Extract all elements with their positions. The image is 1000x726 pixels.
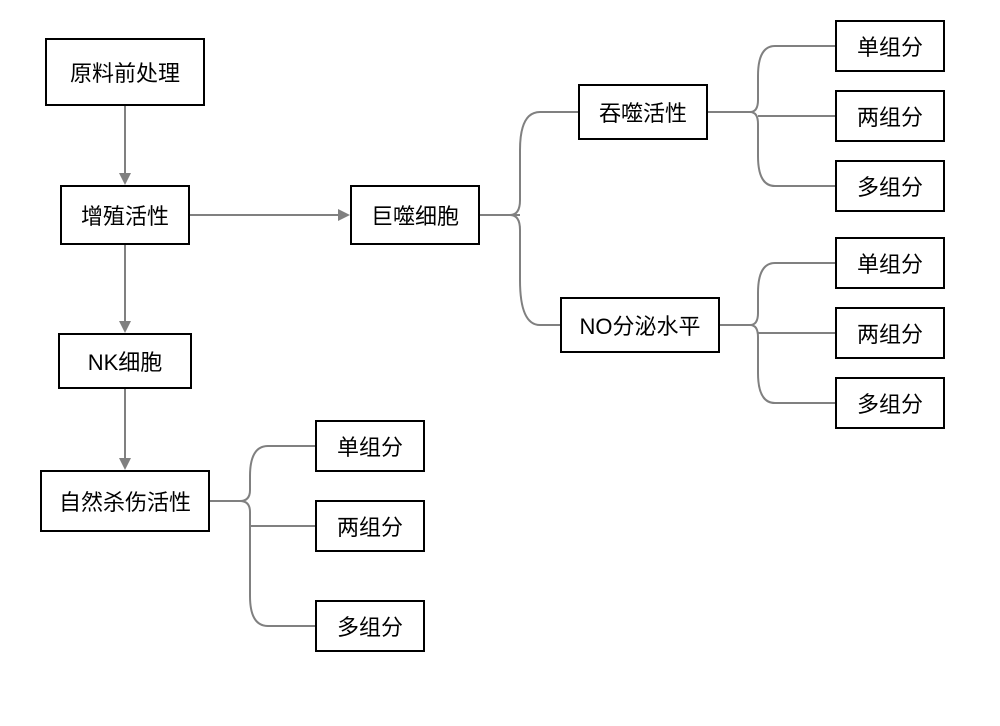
node-natural-killing-activity: 自然杀伤活性 — [40, 470, 210, 532]
node-phagocytic-activity: 吞噬活性 — [578, 84, 708, 140]
node-two-component-1: 两组分 — [835, 90, 945, 142]
node-two-component-2: 两组分 — [835, 307, 945, 359]
node-proliferation-activity: 增殖活性 — [60, 185, 190, 245]
node-label: NK细胞 — [88, 345, 163, 377]
node-multi-component-3: 多组分 — [315, 600, 425, 652]
node-label: 多组分 — [857, 170, 923, 202]
node-label: 增殖活性 — [81, 199, 169, 231]
node-label: 自然杀伤活性 — [59, 485, 191, 517]
node-label: 单组分 — [857, 247, 923, 279]
node-nk-cells: NK细胞 — [58, 333, 192, 389]
node-two-component-3: 两组分 — [315, 500, 425, 552]
node-no-secretion-level: NO分泌水平 — [560, 297, 720, 353]
node-raw-material-pretreatment: 原料前处理 — [45, 38, 205, 106]
node-label: 巨噬细胞 — [371, 199, 459, 231]
node-label: 多组分 — [337, 610, 403, 642]
node-single-component-1: 单组分 — [835, 20, 945, 72]
node-label: 两组分 — [337, 510, 403, 542]
node-label: NO分泌水平 — [579, 309, 700, 341]
node-label: 吞噬活性 — [599, 96, 687, 128]
node-label: 单组分 — [337, 430, 403, 462]
node-label: 多组分 — [857, 387, 923, 419]
node-label: 单组分 — [857, 30, 923, 62]
node-label: 原料前处理 — [70, 56, 180, 88]
node-macrophage: 巨噬细胞 — [350, 185, 480, 245]
node-multi-component-2: 多组分 — [835, 377, 945, 429]
node-single-component-3: 单组分 — [315, 420, 425, 472]
node-label: 两组分 — [857, 100, 923, 132]
node-label: 两组分 — [857, 317, 923, 349]
node-multi-component-1: 多组分 — [835, 160, 945, 212]
node-single-component-2: 单组分 — [835, 237, 945, 289]
